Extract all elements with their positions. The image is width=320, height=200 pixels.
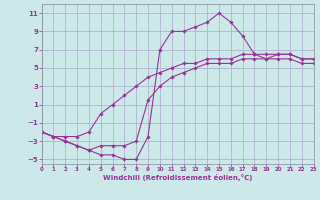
X-axis label: Windchill (Refroidissement éolien,°C): Windchill (Refroidissement éolien,°C) [103, 174, 252, 181]
